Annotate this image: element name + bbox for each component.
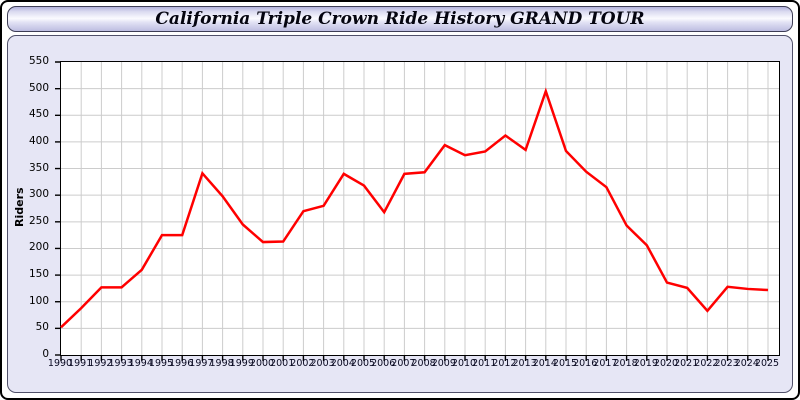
y-tick-label: 500 xyxy=(28,81,49,94)
x-tick-label: 2014 xyxy=(532,358,557,369)
title-bar: California Triple Crown Ride History GRA… xyxy=(7,6,793,32)
x-tick-label: 2025 xyxy=(754,358,780,369)
x-tick-label: 2007 xyxy=(391,358,416,369)
x-tick-label: 2023 xyxy=(714,358,739,369)
x-tick-label: 2006 xyxy=(371,358,396,369)
y-tick-label: 400 xyxy=(28,134,49,147)
x-tick-label: 2009 xyxy=(431,358,456,369)
chart-panel: Riders 0 50 100 150 200 250 300 350 400 450 500 550… xyxy=(7,35,793,393)
series-line-riders xyxy=(60,87,769,329)
y-tick-label: 50 xyxy=(35,321,49,334)
x-tick-label: 2024 xyxy=(734,358,759,369)
x-tick-label: 2011 xyxy=(472,358,497,369)
x-tick-label: 1995 xyxy=(148,358,174,369)
x-tick-label: 2005 xyxy=(350,358,376,369)
x-tick-label: 1990 xyxy=(47,358,73,369)
x-tick-label: 1999 xyxy=(229,358,254,369)
y-axis-labels: 0 50 100 150 200 250 300 350 400 450 500 550 xyxy=(8,55,55,360)
x-tick-label: 1998 xyxy=(209,358,234,369)
x-tick-label: 2008 xyxy=(411,358,436,369)
x-tick-label: 2021 xyxy=(674,358,699,369)
x-tick-label: 2000 xyxy=(249,358,275,369)
x-tick-label: 2022 xyxy=(694,358,719,369)
x-tick-label: 2004 xyxy=(330,358,355,369)
x-tick-label: 1992 xyxy=(88,358,113,369)
x-tick-label: 2013 xyxy=(512,358,537,369)
riders-line-chart xyxy=(55,61,779,361)
x-axis-labels: 1990 1991 1992 1993 1994 1995 1996 1997 1998 1999… xyxy=(48,358,780,372)
x-tick-label: 2002 xyxy=(290,358,315,369)
x-tick-label: 2012 xyxy=(492,358,517,369)
x-tick-label: 1993 xyxy=(108,358,133,369)
x-tick-label: 2010 xyxy=(451,358,477,369)
y-tick-label: 300 xyxy=(28,187,49,200)
x-tick-label: 1997 xyxy=(189,358,214,369)
plot-area xyxy=(55,61,780,361)
y-tick-label: 200 xyxy=(28,241,49,254)
x-tick-label: 2015 xyxy=(552,358,578,369)
y-tick-label: 550 xyxy=(28,54,49,67)
x-tick-label: 1996 xyxy=(169,358,194,369)
x-tick-label: 2019 xyxy=(633,358,658,369)
x-tick-label: 1994 xyxy=(128,358,153,369)
x-tick-label: 2020 xyxy=(653,358,679,369)
y-tick-label: 350 xyxy=(28,161,49,174)
y-tick-label: 450 xyxy=(28,108,49,121)
chart-title: California Triple Crown Ride History GRA… xyxy=(155,9,645,29)
x-tick-label: 2003 xyxy=(310,358,335,369)
y-tick-label: 250 xyxy=(28,214,49,227)
x-tick-label: 2016 xyxy=(573,358,598,369)
x-tick-label: 2001 xyxy=(270,358,295,369)
x-tick-label: 1991 xyxy=(68,358,93,369)
y-tick-label: 150 xyxy=(28,267,49,280)
x-tick-label: 2017 xyxy=(593,358,618,369)
x-tick-label: 2018 xyxy=(613,358,638,369)
y-tick-label: 100 xyxy=(28,294,49,307)
y-tick-label: 0 xyxy=(42,347,49,360)
